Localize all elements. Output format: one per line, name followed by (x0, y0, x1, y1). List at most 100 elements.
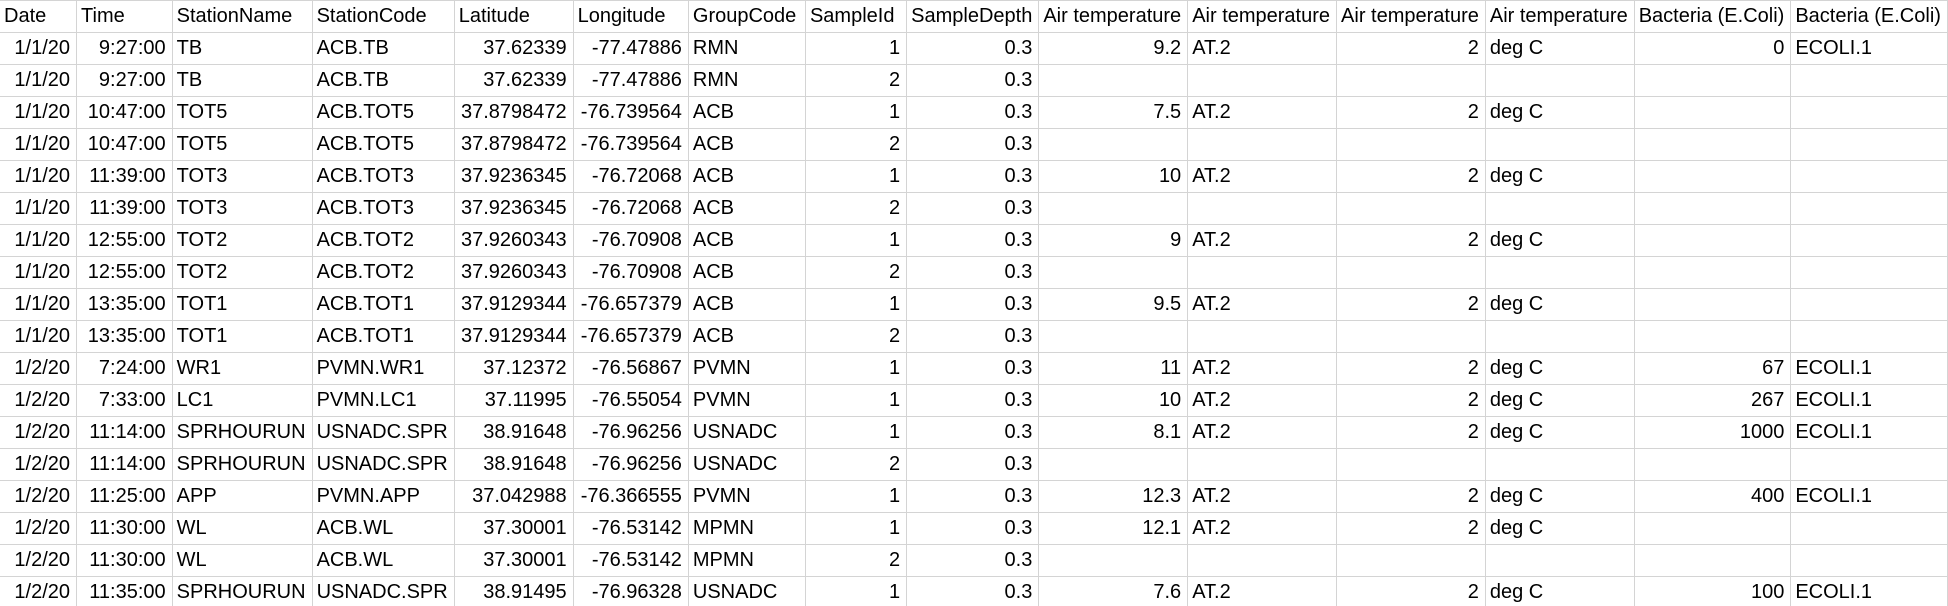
cell-latitude[interactable]: 37.12372 (454, 352, 574, 385)
cell-sample-id[interactable]: 1 (805, 512, 908, 545)
cell-latitude[interactable]: 37.30001 (454, 544, 574, 577)
cell-station-name[interactable]: TB (172, 64, 313, 97)
cell-air-temp-code[interactable] (1187, 448, 1338, 481)
cell-bacteria-value[interactable]: 100 (1634, 576, 1792, 606)
cell-sample-id[interactable]: 2 (805, 256, 908, 289)
cell-longitude[interactable]: -76.739564 (573, 96, 689, 129)
cell-sample-depth[interactable]: 0.3 (906, 288, 1040, 321)
cell-air-temp-unit[interactable]: deg C (1485, 288, 1635, 321)
cell-sample-id[interactable]: 1 (805, 32, 908, 65)
cell-station-name[interactable]: SPRHOURUN (172, 416, 313, 449)
cell-air-temp-method[interactable] (1336, 544, 1486, 577)
cell-station-code[interactable]: ACB.TOT3 (312, 192, 455, 225)
cell-air-temp-value[interactable]: 8.1 (1038, 416, 1189, 449)
cell-station-name[interactable]: TOT2 (172, 224, 313, 257)
cell-bacteria-code[interactable] (1790, 544, 1948, 577)
cell-latitude[interactable]: 38.91648 (454, 416, 574, 449)
cell-air-temp-code[interactable]: AT.2 (1187, 512, 1338, 545)
cell-time[interactable]: 10:47:00 (76, 128, 173, 161)
cell-sample-depth[interactable]: 0.3 (906, 96, 1040, 129)
cell-group-code[interactable]: ACB (688, 128, 806, 161)
cell-air-temp-unit[interactable]: deg C (1485, 512, 1635, 545)
cell-latitude[interactable]: 38.91648 (454, 448, 574, 481)
cell-bacteria-value[interactable] (1634, 288, 1792, 321)
cell-sample-id[interactable]: 2 (805, 320, 908, 353)
cell-time[interactable]: 11:35:00 (76, 576, 173, 606)
cell-station-code[interactable]: USNADC.SPR (312, 416, 455, 449)
cell-latitude[interactable]: 37.9260343 (454, 224, 574, 257)
cell-date[interactable]: 1/2/20 (0, 416, 78, 449)
cell-latitude[interactable]: 37.62339 (454, 32, 574, 65)
cell-air-temp-value[interactable]: 12.3 (1038, 480, 1189, 513)
cell-sample-id[interactable]: 2 (805, 448, 908, 481)
cell-air-temp-unit[interactable] (1485, 192, 1635, 225)
cell-station-code[interactable]: ACB.TB (312, 32, 455, 65)
cell-bacteria-code[interactable]: ECOLI.1 (1790, 416, 1948, 449)
cell-bacteria-value[interactable] (1634, 512, 1792, 545)
column-header-air-temp-code[interactable]: Air temperature (1187, 0, 1338, 33)
cell-bacteria-code[interactable] (1790, 288, 1948, 321)
cell-bacteria-value[interactable] (1634, 160, 1792, 193)
cell-sample-id[interactable]: 2 (805, 544, 908, 577)
cell-air-temp-code[interactable] (1187, 256, 1338, 289)
cell-sample-depth[interactable]: 0.3 (906, 320, 1040, 353)
cell-longitude[interactable]: -77.47886 (573, 64, 689, 97)
cell-bacteria-code[interactable] (1790, 320, 1948, 353)
cell-time[interactable]: 10:47:00 (76, 96, 173, 129)
cell-sample-id[interactable]: 1 (805, 288, 908, 321)
cell-group-code[interactable]: ACB (688, 96, 806, 129)
cell-bacteria-value[interactable] (1634, 448, 1792, 481)
cell-longitude[interactable]: -77.47886 (573, 32, 689, 65)
cell-station-code[interactable]: ACB.TOT2 (312, 224, 455, 257)
cell-longitude[interactable]: -76.96328 (573, 576, 689, 606)
cell-group-code[interactable]: PVMN (688, 384, 806, 417)
cell-latitude[interactable]: 38.91495 (454, 576, 574, 606)
column-header-longitude[interactable]: Longitude (573, 0, 689, 33)
cell-bacteria-value[interactable]: 267 (1634, 384, 1792, 417)
cell-bacteria-code[interactable]: ECOLI.1 (1790, 480, 1948, 513)
cell-longitude[interactable]: -76.72068 (573, 160, 689, 193)
cell-group-code[interactable]: PVMN (688, 480, 806, 513)
cell-air-temp-value[interactable]: 7.5 (1038, 96, 1189, 129)
cell-group-code[interactable]: ACB (688, 192, 806, 225)
cell-time[interactable]: 11:25:00 (76, 480, 173, 513)
cell-station-code[interactable]: ACB.TOT3 (312, 160, 455, 193)
cell-date[interactable]: 1/1/20 (0, 288, 78, 321)
cell-sample-depth[interactable]: 0.3 (906, 384, 1040, 417)
cell-air-temp-code[interactable]: AT.2 (1187, 416, 1338, 449)
cell-longitude[interactable]: -76.657379 (573, 320, 689, 353)
cell-station-name[interactable]: APP (172, 480, 313, 513)
cell-air-temp-unit[interactable] (1485, 320, 1635, 353)
cell-air-temp-value[interactable]: 12.1 (1038, 512, 1189, 545)
cell-air-temp-unit[interactable] (1485, 448, 1635, 481)
cell-sample-id[interactable]: 1 (805, 224, 908, 257)
cell-group-code[interactable]: USNADC (688, 448, 806, 481)
cell-bacteria-code[interactable] (1790, 96, 1948, 129)
column-header-air-temp-method[interactable]: Air temperature (1336, 0, 1486, 33)
cell-air-temp-unit[interactable] (1485, 256, 1635, 289)
cell-air-temp-unit[interactable] (1485, 64, 1635, 97)
cell-air-temp-code[interactable] (1187, 320, 1338, 353)
cell-group-code[interactable]: ACB (688, 224, 806, 257)
cell-date[interactable]: 1/2/20 (0, 576, 78, 606)
cell-sample-depth[interactable]: 0.3 (906, 256, 1040, 289)
column-header-sample-depth[interactable]: SampleDepth (906, 0, 1040, 33)
cell-station-name[interactable]: TOT3 (172, 160, 313, 193)
cell-bacteria-code[interactable]: ECOLI.1 (1790, 32, 1948, 65)
cell-station-name[interactable]: TB (172, 32, 313, 65)
column-header-air-temp-value[interactable]: Air temperature (1038, 0, 1189, 33)
cell-bacteria-value[interactable] (1634, 256, 1792, 289)
column-header-air-temp-unit[interactable]: Air temperature (1485, 0, 1635, 33)
column-header-station-name[interactable]: StationName (172, 0, 313, 33)
cell-sample-depth[interactable]: 0.3 (906, 64, 1040, 97)
cell-air-temp-method[interactable] (1336, 320, 1486, 353)
cell-station-code[interactable]: ACB.TOT2 (312, 256, 455, 289)
cell-bacteria-code[interactable] (1790, 512, 1948, 545)
cell-air-temp-unit[interactable] (1485, 128, 1635, 161)
cell-sample-id[interactable]: 2 (805, 64, 908, 97)
cell-station-name[interactable]: WL (172, 512, 313, 545)
cell-air-temp-method[interactable]: 2 (1336, 32, 1486, 65)
cell-air-temp-code[interactable]: AT.2 (1187, 576, 1338, 606)
cell-group-code[interactable]: USNADC (688, 416, 806, 449)
cell-air-temp-code[interactable]: AT.2 (1187, 384, 1338, 417)
